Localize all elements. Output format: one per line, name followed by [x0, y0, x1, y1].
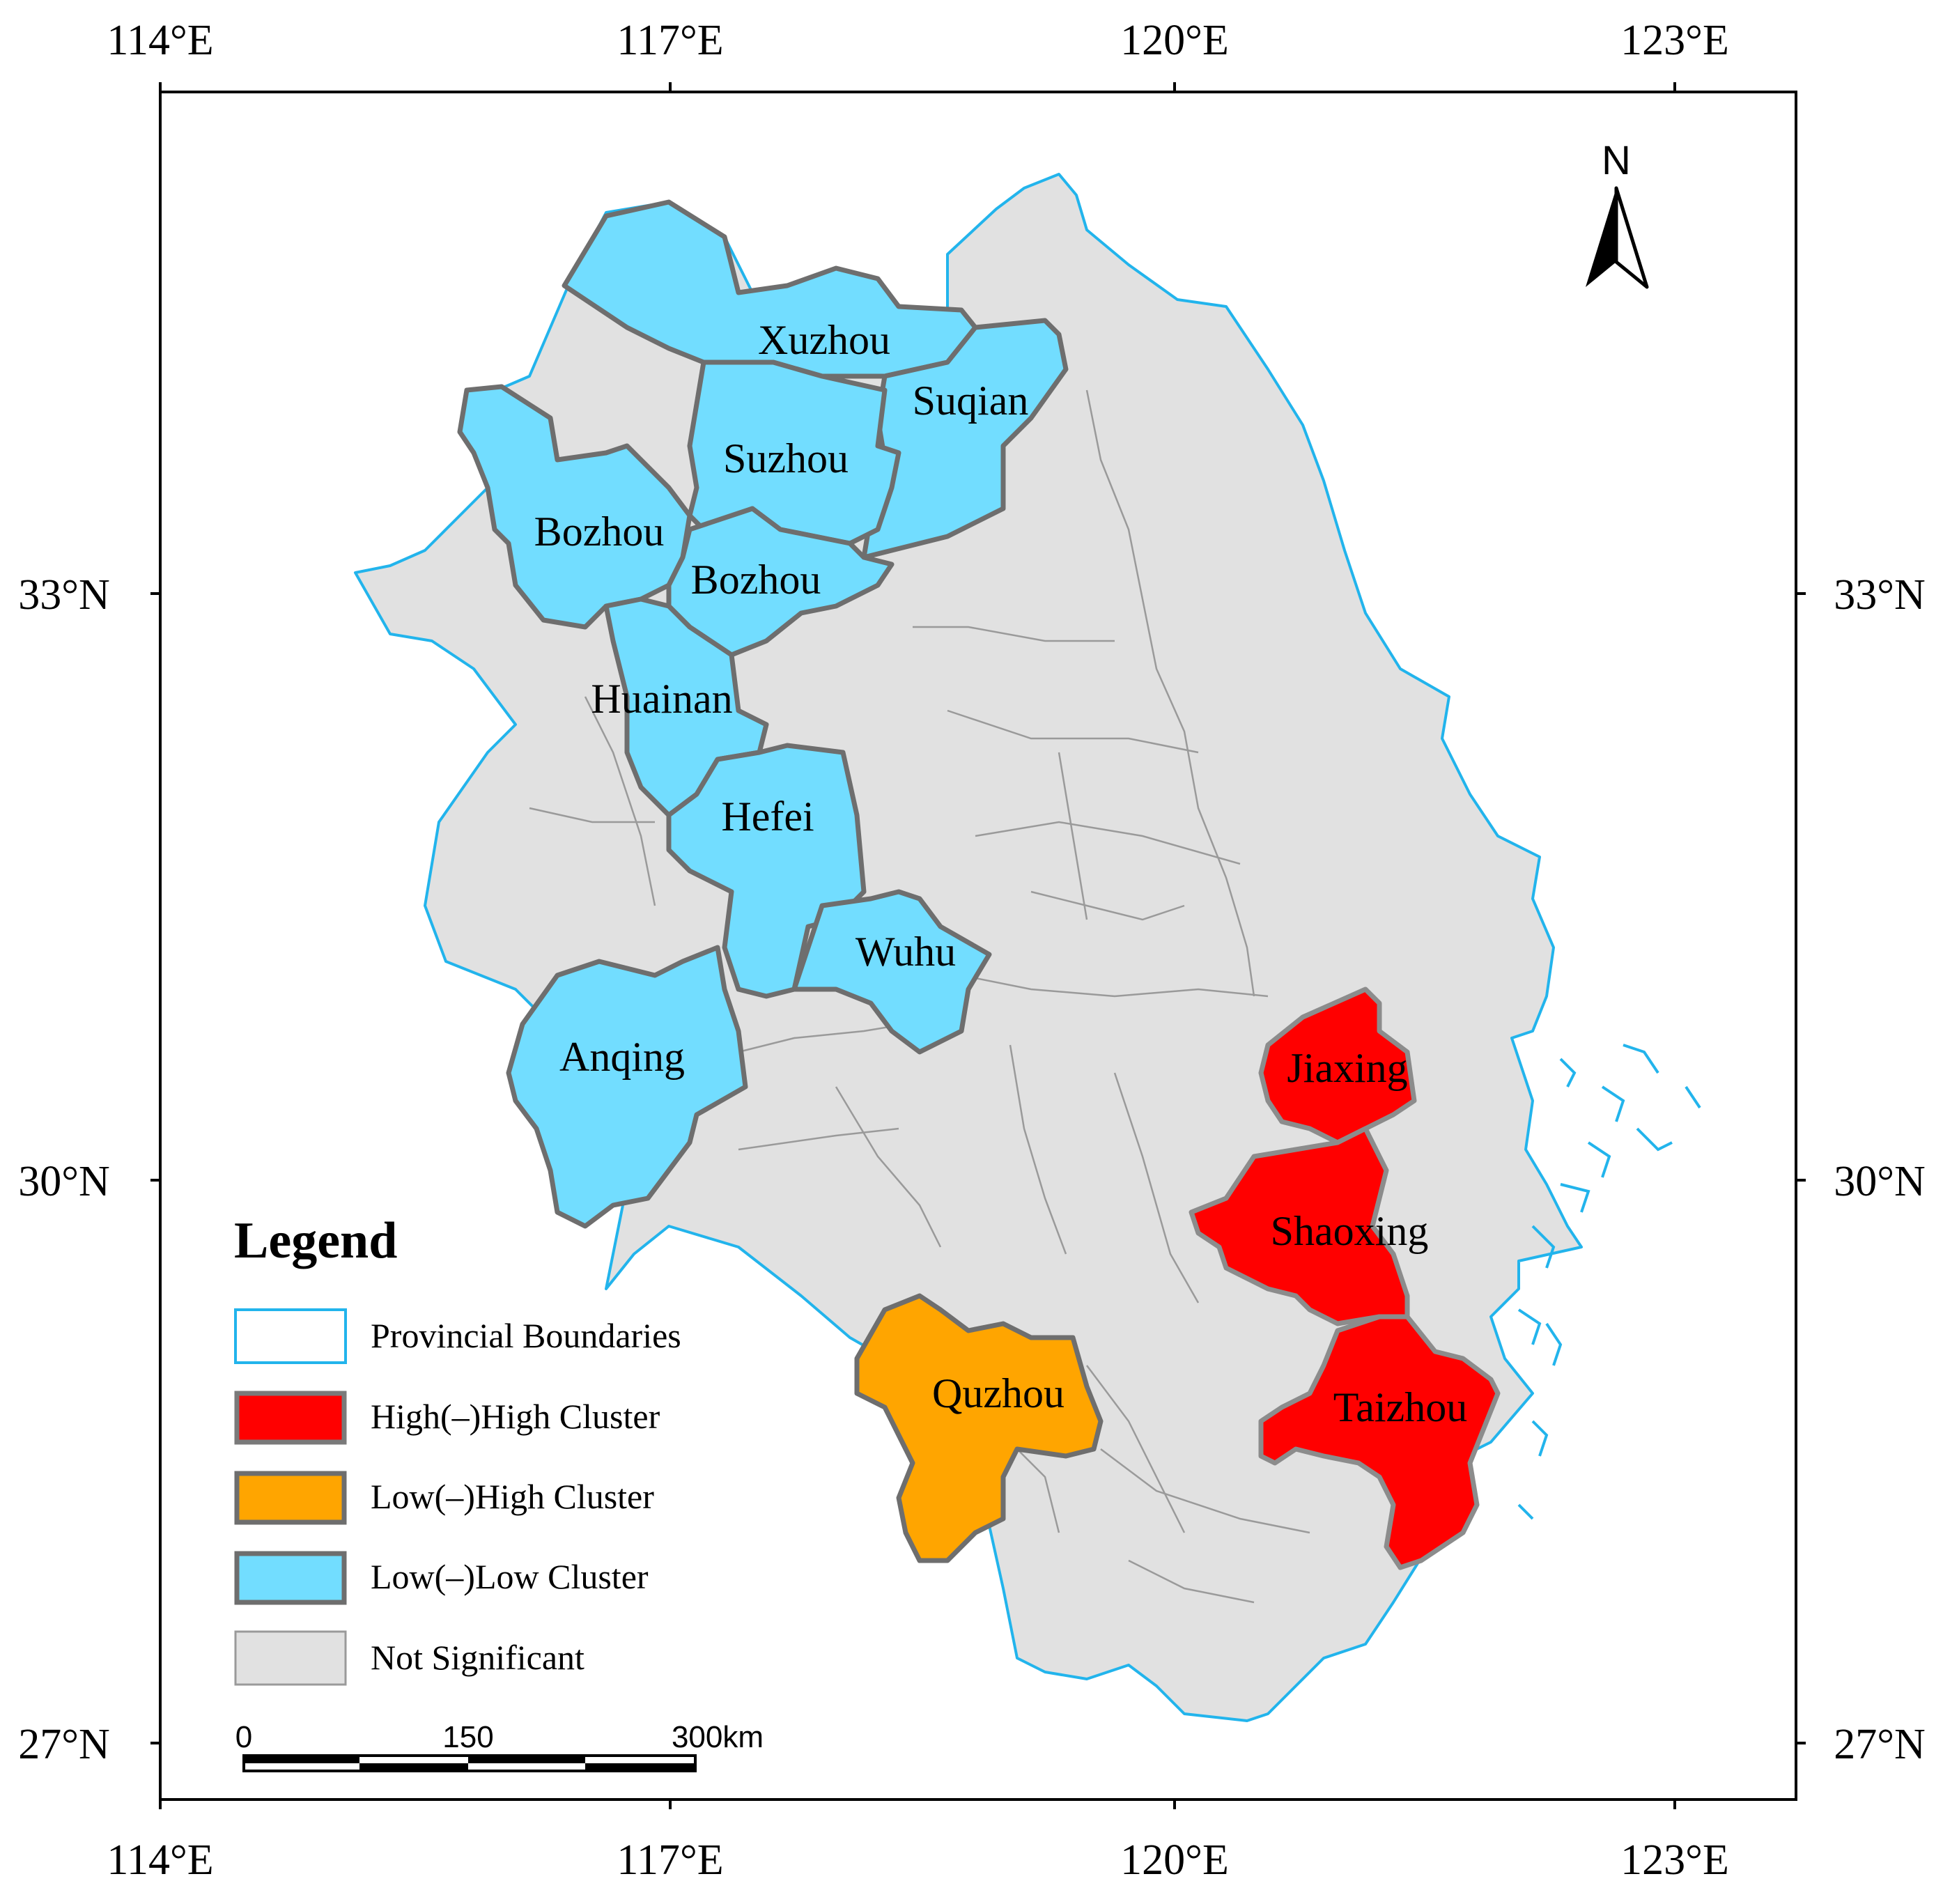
lon-label-top-4: 123°E — [1620, 17, 1729, 64]
scale-label-150: 150 — [442, 1720, 493, 1754]
region-labels: Xuzhou Suqian Suzhou Bozhou Bozhou Huain… — [534, 317, 1468, 1430]
label-shaoxing: Shaoxing — [1271, 1208, 1429, 1254]
lon-label-top-2: 117°E — [617, 17, 723, 64]
label-suqian: Suqian — [913, 378, 1029, 424]
legend-swatch-low-high — [234, 1471, 347, 1525]
lat-label-right-1: 33°N — [1834, 571, 1926, 619]
legend-label-low-high: Low(–)High Cluster — [371, 1477, 654, 1516]
region-quzhou — [854, 1293, 1104, 1563]
legend-label-not-significant: Not Significant — [371, 1638, 585, 1677]
legend-swatch-provincial — [234, 1308, 347, 1364]
region-taizhou — [1258, 1314, 1501, 1570]
label-jiaxing: Jiaxing — [1287, 1045, 1407, 1091]
north-arrow-label: N — [1602, 138, 1631, 183]
lat-label-right-2: 30°N — [1834, 1158, 1926, 1205]
region-anqing — [506, 945, 748, 1229]
legend-swatch-not-significant — [234, 1630, 347, 1686]
lon-label-bottom-2: 117°E — [617, 1836, 723, 1884]
label-quzhou: Quzhou — [932, 1370, 1065, 1416]
legend-label-low-low: Low(–)Low Cluster — [371, 1557, 649, 1596]
legend-label-provincial: Provincial Boundaries — [371, 1316, 681, 1355]
label-bozhou-east: Bozhou — [691, 557, 821, 603]
lon-label-bottom-1: 114°E — [107, 1836, 213, 1884]
high-high-clusters — [1189, 986, 1501, 1570]
label-taizhou: Taizhou — [1333, 1384, 1467, 1430]
region-suzhou — [687, 359, 901, 546]
label-hefei: Hefei — [721, 794, 814, 839]
region-hefei — [666, 743, 867, 999]
lat-label-left-1: 33°N — [18, 571, 110, 619]
lon-label-top-1: 114°E — [107, 17, 213, 64]
region-shaoxing — [1189, 1126, 1410, 1326]
city-boundaries — [529, 389, 1310, 1604]
lat-label-left-3: 27°N — [18, 1721, 110, 1768]
region-wuhu — [791, 889, 992, 1055]
region-jiaxing — [1258, 986, 1417, 1145]
north-arrow-icon — [1586, 188, 1616, 287]
lon-label-top-3: 120°E — [1120, 17, 1229, 64]
low-low-clusters — [457, 199, 1069, 1229]
label-wuhu: Wuhu — [856, 929, 956, 975]
legend-title: Legend — [234, 1212, 397, 1269]
lat-label-left-2: 30°N — [18, 1158, 110, 1205]
label-suzhou: Suzhou — [723, 435, 849, 481]
legend: Legend Provincial Boundaries High(–)High… — [234, 1212, 681, 1686]
scale-bar: 0 150 300km — [235, 1720, 764, 1772]
islands — [1517, 1044, 1701, 1520]
region-bozhou-east — [666, 506, 895, 658]
north-arrow: N — [1586, 138, 1649, 289]
label-xuzhou: Xuzhou — [758, 317, 890, 363]
scale-label-0: 0 — [235, 1720, 252, 1754]
scale-label-300: 300km — [672, 1720, 764, 1754]
lon-label-bottom-3: 120°E — [1120, 1836, 1229, 1884]
legend-swatch-high-high — [234, 1391, 347, 1445]
label-anqing: Anqing — [559, 1034, 685, 1080]
legend-swatch-low-low — [234, 1551, 347, 1605]
label-bozhou-west: Bozhou — [534, 509, 665, 555]
graticule-ticks — [150, 82, 1806, 1809]
label-huainan: Huainan — [591, 676, 732, 722]
lat-label-right-3: 27°N — [1834, 1721, 1926, 1768]
lon-label-bottom-4: 123°E — [1620, 1836, 1729, 1884]
legend-label-high-high: High(–)High Cluster — [371, 1397, 660, 1436]
